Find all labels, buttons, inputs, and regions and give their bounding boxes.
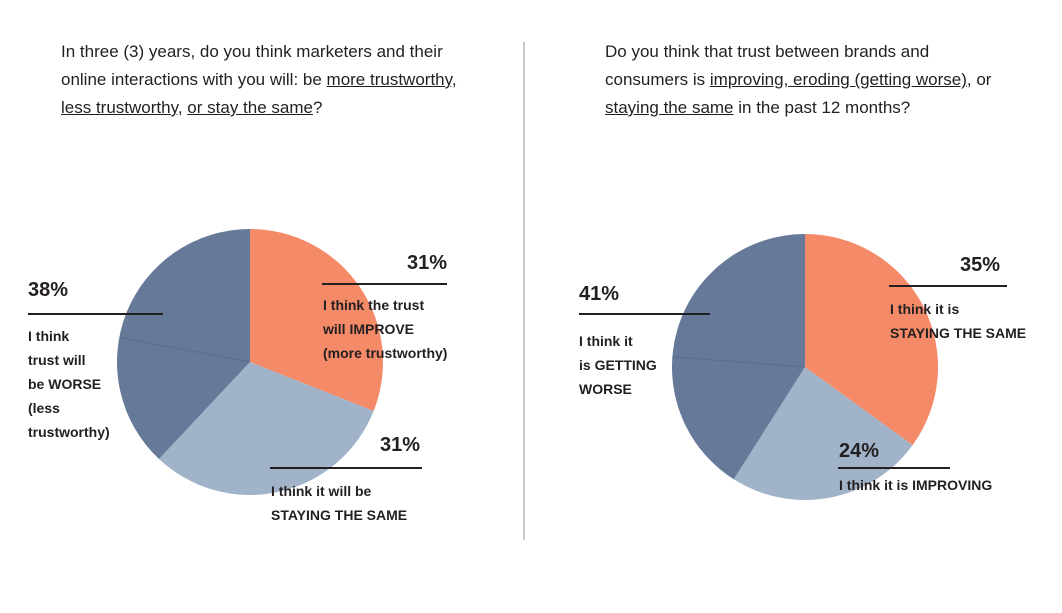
panel-divider — [523, 42, 525, 540]
label-rule — [270, 467, 422, 469]
label-rule — [322, 283, 447, 285]
slice-category-label: I think it will be STAYING THE SAME — [271, 483, 408, 523]
title-underlined-text: more trustworthy, less trustworthy, — [61, 70, 457, 117]
title-text: Do you think that trust between brands a… — [605, 42, 930, 89]
label-rule — [838, 467, 950, 469]
slice-category-label: I think it is STAYING THE SAME — [890, 301, 1027, 341]
slice-edge-line — [119, 336, 251, 363]
slice-value-label: 35% — [960, 254, 1001, 276]
title-text: In three (3) years, do you think markete… — [61, 42, 443, 89]
slice-value-label: 41% — [579, 283, 620, 305]
pie-slice — [117, 229, 250, 459]
slice-category-label: I think trust will be WORSE (less trustw… — [28, 328, 110, 440]
title-underlined-text: staying the same — [605, 98, 734, 117]
chart-panel-future-trust: In three (3) years, do you think markete… — [0, 0, 523, 613]
chart-title: Do you think that trust between brands a… — [605, 38, 1005, 122]
slice-category-label: I think it is GETTING WORSE — [579, 333, 657, 397]
slice-value-label: 24% — [839, 440, 880, 462]
title-underlined-text: or stay the same — [187, 98, 313, 117]
title-text: ? — [312, 98, 323, 117]
title-text: in the past 12 months? — [733, 98, 911, 117]
slice-value-label: 31% — [407, 252, 448, 274]
label-rule — [889, 285, 1007, 287]
pie-slice — [250, 229, 383, 411]
slice-category-label: I think it is IMPROVING — [839, 477, 993, 493]
label-rule — [579, 313, 710, 315]
pie-chart — [117, 229, 383, 495]
slice-category-label: I think the trust will IMPROVE (more tru… — [323, 297, 448, 361]
label-rule — [28, 313, 163, 315]
title-underlined-text: improving, eroding (getting worse) — [709, 70, 967, 89]
slice-value-label: 31% — [380, 434, 421, 456]
pie-slice — [671, 234, 805, 480]
pie-slice — [158, 362, 374, 495]
chart-panel-past-trust: Do you think that trust between brands a… — [526, 0, 1062, 613]
pie-slice — [733, 367, 913, 501]
chart-title: In three (3) years, do you think markete… — [61, 38, 461, 122]
title-text: , or — [966, 70, 992, 89]
slice-value-label: 38% — [28, 279, 69, 301]
slice-edge-line — [672, 356, 806, 368]
